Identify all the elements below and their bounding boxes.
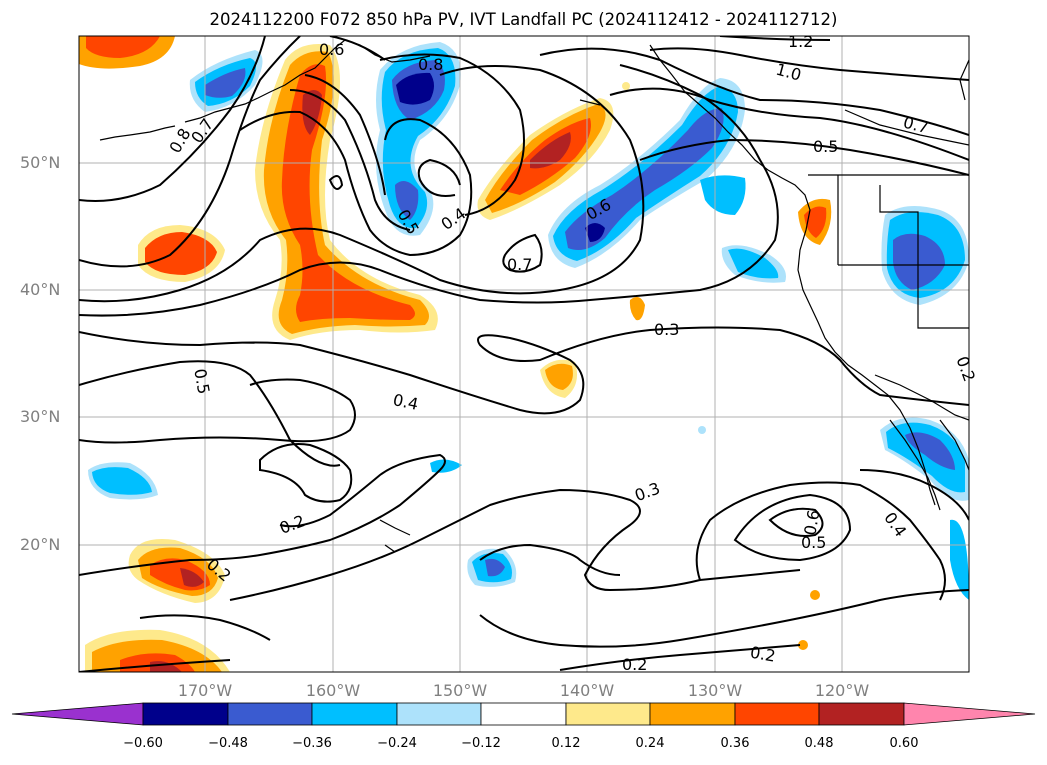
map-frame bbox=[78, 35, 970, 673]
contour-label: 0.3 bbox=[654, 320, 679, 339]
lon-label: 120°W bbox=[814, 681, 870, 700]
contour-label: 0.2 bbox=[749, 643, 777, 666]
contour-label: 0.7 bbox=[507, 255, 532, 274]
map-title: 2024112200 F072 850 hPa PV, IVT Landfall… bbox=[209, 10, 838, 29]
colorbar-swatch bbox=[649, 702, 736, 726]
colorbar-swatch bbox=[396, 702, 482, 726]
contour-label: 1.2 bbox=[788, 32, 813, 51]
colorbar-tick-label: −0.36 bbox=[292, 736, 332, 751]
colorbar-swatch bbox=[480, 702, 567, 726]
colorbar-tick-label: 0.12 bbox=[551, 736, 581, 751]
colorbar-swatch bbox=[565, 702, 651, 726]
shaded-pv-anomaly bbox=[79, 36, 969, 672]
lat-label: 30°N bbox=[20, 407, 61, 426]
colorbar-tick-label: −0.48 bbox=[208, 736, 248, 751]
lon-label: 130°W bbox=[687, 681, 743, 700]
contours bbox=[79, 36, 969, 672]
lat-label: 50°N bbox=[20, 153, 61, 172]
colorbar-tick-label: 0.36 bbox=[720, 736, 750, 751]
contour-label: 0.2 bbox=[622, 655, 647, 674]
colorbar-swatch bbox=[818, 702, 905, 726]
lon-label: 140°W bbox=[559, 681, 615, 700]
colorbar-swatch bbox=[734, 702, 820, 726]
colorbar-extend-min bbox=[11, 702, 144, 726]
contour-label: 0.6 bbox=[319, 40, 344, 59]
colorbar-swatch bbox=[142, 702, 229, 726]
colorbar-extend-max bbox=[903, 702, 1036, 726]
colorbar bbox=[11, 702, 1036, 726]
lon-label: 170°W bbox=[177, 681, 233, 700]
contour-label: 0.6 bbox=[800, 508, 823, 536]
lon-label: 160°W bbox=[305, 681, 361, 700]
colorbar-tick-label: 0.24 bbox=[635, 736, 665, 751]
lon-label: 150°W bbox=[432, 681, 488, 700]
contour-label: 0.5 bbox=[813, 137, 838, 156]
colorbar-tick-label: 0.48 bbox=[804, 736, 834, 751]
contour-label: 0.4 bbox=[391, 390, 420, 414]
colorbar-tick-label: −0.24 bbox=[377, 736, 417, 751]
contour-label: 0.8 bbox=[418, 55, 443, 74]
colorbar-tick-label: −0.12 bbox=[461, 736, 501, 751]
colorbar-swatch bbox=[311, 702, 398, 726]
lat-label: 20°N bbox=[20, 535, 61, 554]
contour-label: 0.5 bbox=[801, 533, 826, 552]
colorbar-swatch bbox=[227, 702, 313, 726]
contour-label: 0.5 bbox=[190, 367, 213, 395]
colorbar-tick-label: 0.60 bbox=[889, 736, 919, 751]
colorbar-tick-label: −0.60 bbox=[123, 736, 163, 751]
lat-label: 40°N bbox=[20, 280, 61, 299]
